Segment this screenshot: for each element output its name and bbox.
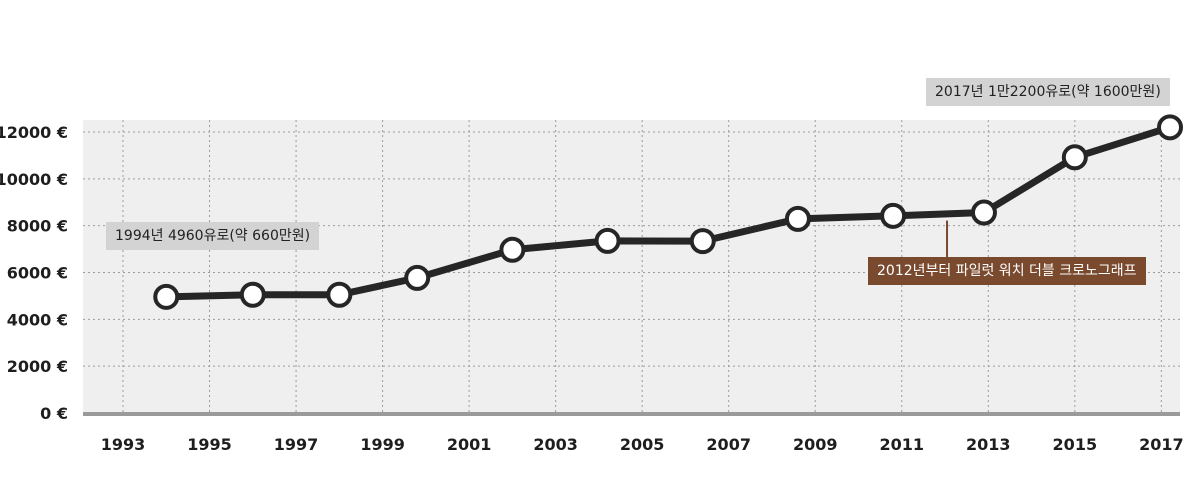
y-tick-label: 6000 € [7, 264, 68, 283]
x-tick-label: 1997 [274, 435, 319, 454]
data-point [594, 227, 621, 254]
y-tick-label: 10000 € [0, 170, 68, 189]
x-tick-label: 2015 [1053, 435, 1098, 454]
data-points [153, 114, 1183, 310]
x-tick-label: 2009 [793, 435, 838, 454]
data-point [970, 199, 997, 226]
series-line [166, 123, 1172, 301]
y-axis-ticks: 0 € 2000 € 4000 € 6000 € 8000 € 10000 € 12000 … [0, 123, 68, 423]
x-tick-label: 2013 [966, 435, 1011, 454]
x-tick-label: 1993 [101, 435, 146, 454]
data-point [153, 283, 180, 310]
y-tick-label: 12000 € [0, 123, 68, 142]
annotation-2017: 2017년 1만2200유로(약 1600만원) [926, 78, 1170, 106]
x-tick-label: 2005 [620, 435, 665, 454]
x-axis-ticks: 1993 1995 1997 1999 2001 2003 2005 2007 2009 2011… [101, 435, 1184, 454]
data-point [689, 228, 716, 255]
data-point [1157, 114, 1183, 141]
y-tick-label: 8000 € [7, 217, 68, 236]
data-point [499, 236, 526, 263]
x-tick-label: 1995 [187, 435, 232, 454]
data-point [239, 281, 266, 308]
data-point [784, 205, 811, 232]
x-tick-label: 2007 [706, 435, 751, 454]
data-point [880, 202, 907, 229]
data-point [1061, 144, 1088, 171]
x-tick-label: 2003 [533, 435, 578, 454]
data-point [404, 264, 431, 291]
data-point [326, 281, 353, 308]
y-tick-label: 0 € [40, 404, 68, 423]
annotation-1994: 1994년 4960유로(약 660만원) [106, 222, 320, 250]
x-tick-label: 2011 [879, 435, 924, 454]
x-tick-label: 2017 [1139, 435, 1184, 454]
x-tick-label: 1999 [360, 435, 405, 454]
x-tick-label: 2001 [447, 435, 492, 454]
y-tick-label: 2000 € [7, 357, 68, 376]
y-tick-label: 4000 € [7, 310, 68, 329]
annotation-2012: 2012년부터 파일럿 워치 더블 크로노그래프 [868, 257, 1146, 285]
